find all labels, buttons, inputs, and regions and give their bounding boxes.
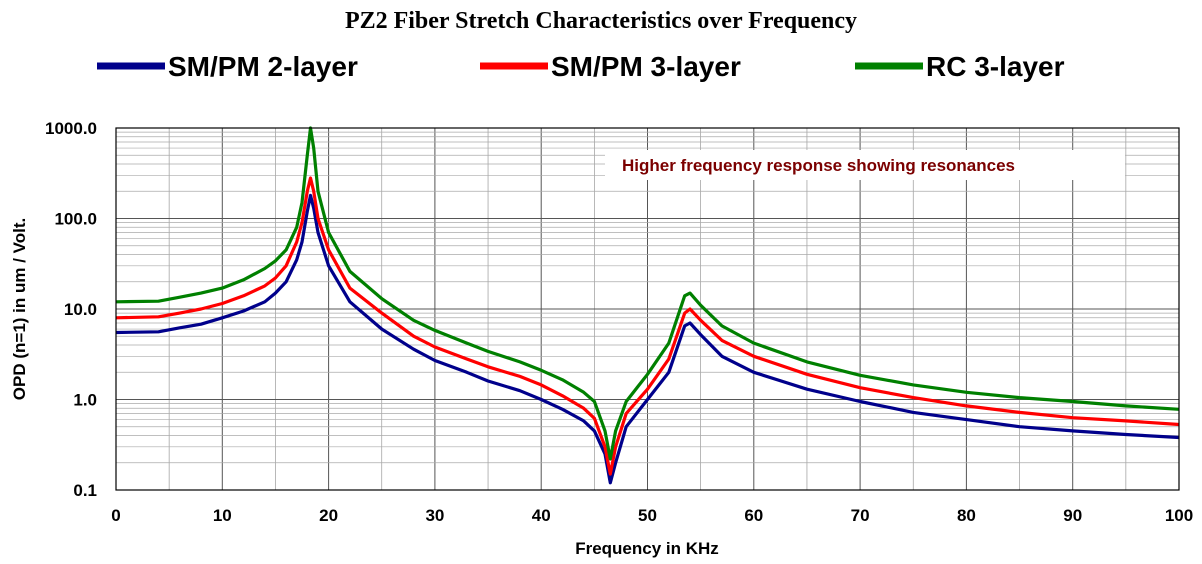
x-ticks: 0 10 20 30 40 50 60 70 80 90 100: [111, 506, 1193, 525]
y-tick-label: 100.0: [54, 210, 97, 229]
x-tick-label: 50: [638, 506, 657, 525]
y-tick-label: 0.1: [73, 481, 97, 500]
plot-frame: [115, 127, 1180, 491]
y-tick-label: 1000.0: [45, 119, 97, 138]
x-tick-label: 40: [532, 506, 551, 525]
series-line-1: [115, 193, 1180, 485]
y-axis-label: OPD (n=1) in um / Volt.: [10, 218, 29, 400]
x-tick-label: 100: [1165, 506, 1193, 525]
x-tick-label: 70: [851, 506, 870, 525]
annotation-background: [605, 150, 1125, 180]
y-ticks: 0.1 1.0 10.0 100.0 1000.0: [45, 119, 97, 500]
series-line-2: [115, 176, 1180, 476]
x-tick-label: 30: [425, 506, 444, 525]
grid: [115, 128, 1180, 491]
legend-label-2: SM/PM 3-layer: [551, 51, 741, 82]
legend-label-3: RC 3-layer: [926, 51, 1065, 82]
x-tick-label: 10: [213, 506, 232, 525]
legend-entry-3: RC 3-layer: [855, 51, 1065, 82]
y-tick-label: 10.0: [64, 300, 97, 319]
x-tick-label: 80: [957, 506, 976, 525]
x-tick-label: 60: [744, 506, 763, 525]
y-tick-label: 1.0: [73, 391, 97, 410]
legend-label-1: SM/PM 2-layer: [168, 51, 358, 82]
chart-title: PZ2 Fiber Stretch Characteristics over F…: [345, 8, 857, 34]
series-layer: [115, 126, 1180, 485]
legend-entry-1: SM/PM 2-layer: [97, 51, 358, 82]
x-tick-label: 20: [319, 506, 338, 525]
x-tick-label: 90: [1063, 506, 1082, 525]
legend-entry-2: SM/PM 3-layer: [480, 51, 741, 82]
x-tick-label: 0: [111, 506, 120, 525]
series-line-3: [115, 126, 1180, 461]
annotation: Higher frequency response showing resona…: [605, 150, 1125, 180]
annotation-text: Higher frequency response showing resona…: [622, 156, 1015, 175]
legend: SM/PM 2-layer SM/PM 3-layer RC 3-layer: [97, 51, 1065, 82]
x-axis-label: Frequency in KHz: [575, 539, 719, 558]
